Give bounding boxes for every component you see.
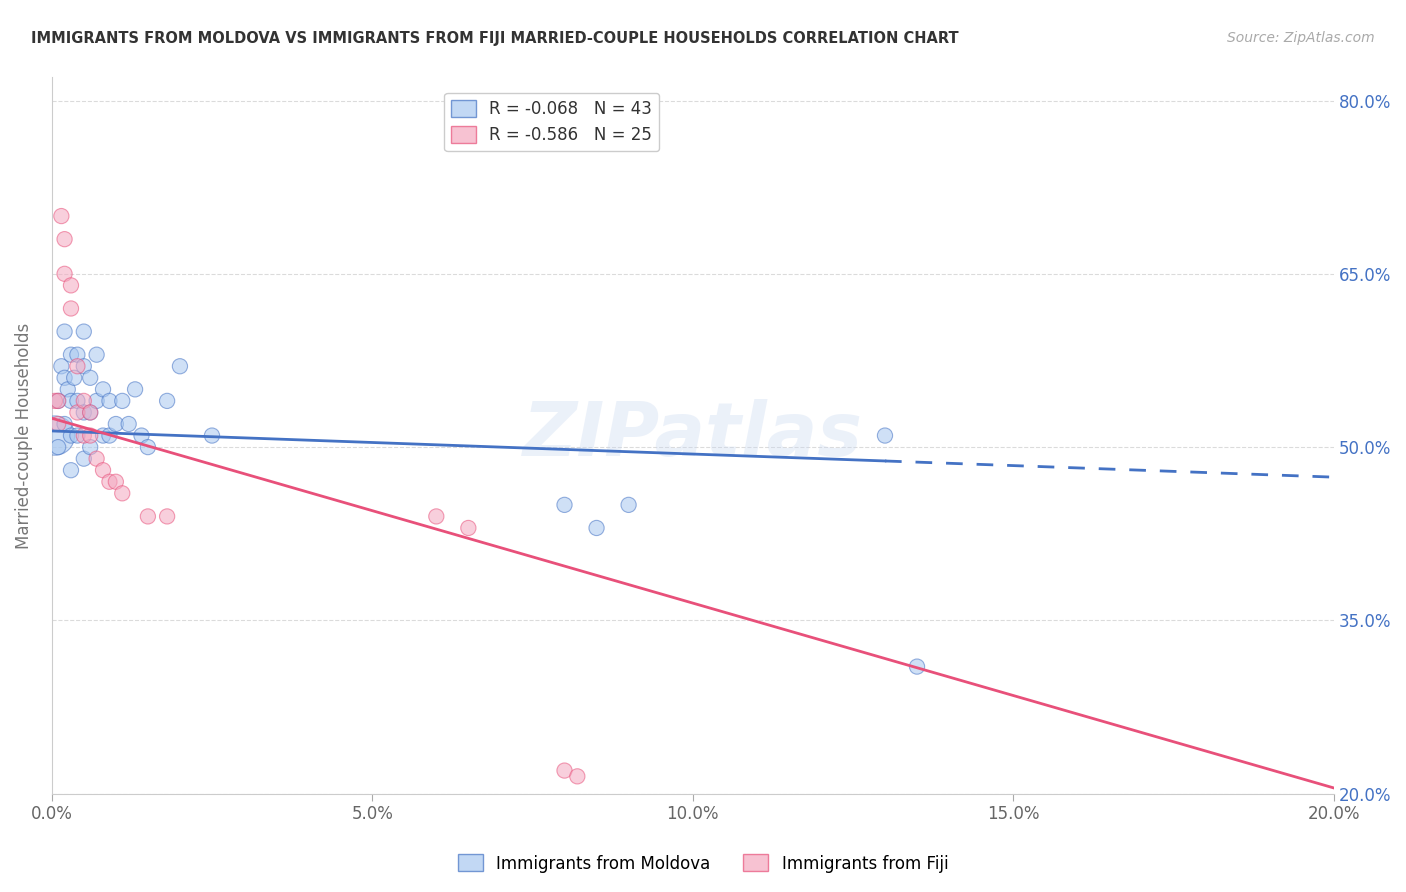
Point [91, 463, 114, 477]
Point [457, 521, 479, 535]
Point [53, 371, 76, 385]
Point [79, 405, 101, 419]
Point [98, 475, 121, 489]
Point [44, 393, 66, 408]
Point [91, 382, 114, 396]
Point [131, 428, 153, 442]
Point [79, 371, 101, 385]
Point [201, 428, 224, 442]
Point [553, 764, 575, 778]
Point [79, 440, 101, 454]
Point [73, 428, 96, 442]
Point [59, 278, 82, 293]
Point [617, 498, 640, 512]
Text: IMMIGRANTS FROM MOLDOVA VS IMMIGRANTS FROM FIJI MARRIED-COUPLE HOUSEHOLDS CORREL: IMMIGRANTS FROM MOLDOVA VS IMMIGRANTS FR… [31, 31, 959, 46]
Point [91, 428, 114, 442]
Point [104, 417, 127, 431]
Point [44, 428, 66, 442]
Point [51, 359, 73, 374]
Point [53, 232, 76, 246]
Point [86, 393, 108, 408]
Point [73, 393, 96, 408]
Point [567, 769, 589, 783]
Point [59, 348, 82, 362]
Point [59, 428, 82, 442]
Point [66, 348, 89, 362]
Point [136, 509, 159, 524]
Point [59, 301, 82, 316]
Point [46, 440, 69, 454]
Point [156, 509, 179, 524]
Legend: Immigrants from Moldova, Immigrants from Fiji: Immigrants from Moldova, Immigrants from… [451, 847, 955, 880]
Point [73, 325, 96, 339]
Point [111, 393, 134, 408]
Point [873, 428, 896, 442]
Point [53, 267, 76, 281]
Text: Source: ZipAtlas.com: Source: ZipAtlas.com [1227, 31, 1375, 45]
Point [73, 451, 96, 466]
Point [46, 417, 69, 431]
Text: ZIPatlas: ZIPatlas [523, 399, 863, 472]
Point [73, 359, 96, 374]
Point [124, 382, 146, 396]
Point [59, 463, 82, 477]
Point [86, 451, 108, 466]
Point [53, 325, 76, 339]
Point [46, 393, 69, 408]
Point [111, 486, 134, 500]
Point [905, 659, 928, 673]
Point [56, 382, 79, 396]
Point [98, 393, 121, 408]
Point [53, 417, 76, 431]
Point [86, 348, 108, 362]
Point [79, 428, 101, 442]
Point [73, 405, 96, 419]
Point [63, 371, 86, 385]
Point [59, 393, 82, 408]
Point [66, 428, 89, 442]
Point [136, 440, 159, 454]
Point [46, 393, 69, 408]
Point [98, 428, 121, 442]
Point [66, 359, 89, 374]
Point [553, 498, 575, 512]
Point [104, 475, 127, 489]
Point [51, 209, 73, 223]
Point [425, 509, 447, 524]
Point [156, 393, 179, 408]
Point [79, 405, 101, 419]
Point [118, 417, 141, 431]
Point [66, 405, 89, 419]
Legend: R = -0.068   N = 43, R = -0.586   N = 25: R = -0.068 N = 43, R = -0.586 N = 25 [444, 93, 659, 151]
Y-axis label: Married-couple Households: Married-couple Households [15, 322, 32, 549]
Point [585, 521, 607, 535]
Point [66, 393, 89, 408]
Point [169, 359, 191, 374]
